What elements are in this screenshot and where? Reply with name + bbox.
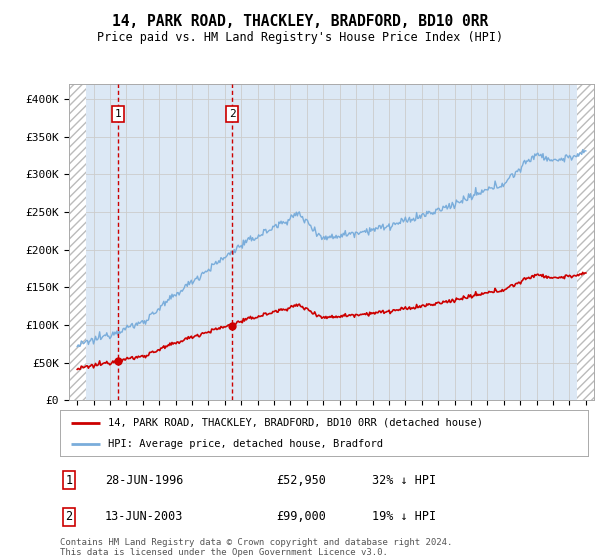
Text: HPI: Average price, detached house, Bradford: HPI: Average price, detached house, Brad…	[107, 439, 383, 449]
Text: 2: 2	[65, 510, 73, 523]
Text: 14, PARK ROAD, THACKLEY, BRADFORD, BD10 0RR (detached house): 14, PARK ROAD, THACKLEY, BRADFORD, BD10 …	[107, 418, 482, 428]
Text: 28-JUN-1996: 28-JUN-1996	[105, 474, 184, 487]
Text: 14, PARK ROAD, THACKLEY, BRADFORD, BD10 0RR: 14, PARK ROAD, THACKLEY, BRADFORD, BD10 …	[112, 14, 488, 29]
Text: Price paid vs. HM Land Registry's House Price Index (HPI): Price paid vs. HM Land Registry's House …	[97, 31, 503, 44]
Text: 1: 1	[65, 474, 73, 487]
Bar	[577, 84, 594, 400]
Text: 19% ↓ HPI: 19% ↓ HPI	[372, 510, 436, 523]
Text: Contains HM Land Registry data © Crown copyright and database right 2024.
This d: Contains HM Land Registry data © Crown c…	[60, 538, 452, 557]
Bar	[69, 84, 86, 400]
Text: 1: 1	[115, 109, 121, 119]
Text: 13-JUN-2003: 13-JUN-2003	[105, 510, 184, 523]
Text: £99,000: £99,000	[276, 510, 326, 523]
Text: 32% ↓ HPI: 32% ↓ HPI	[372, 474, 436, 487]
Text: 2: 2	[229, 109, 236, 119]
Text: £52,950: £52,950	[276, 474, 326, 487]
